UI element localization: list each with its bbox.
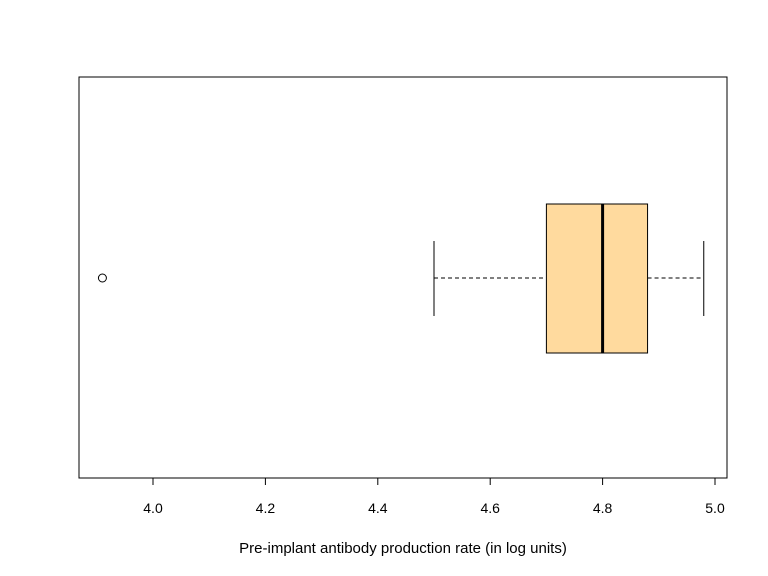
outlier-point bbox=[97, 273, 107, 283]
x-tick-label: 4.4 bbox=[368, 500, 388, 516]
box-marks bbox=[97, 203, 705, 354]
x-axis-title: Pre-implant antibody production rate (in… bbox=[239, 540, 567, 557]
x-tick-label: 4.8 bbox=[593, 500, 613, 516]
iqr-box bbox=[545, 203, 649, 354]
x-axis: 4.0 4.2 4.4 4.6 4.8 5.0 bbox=[143, 477, 725, 516]
x-tick-label: 4.2 bbox=[256, 500, 276, 516]
x-tick-label: 4.0 bbox=[143, 500, 163, 516]
x-tick-label: 4.6 bbox=[480, 500, 500, 516]
x-tick-label: 5.0 bbox=[705, 500, 725, 516]
